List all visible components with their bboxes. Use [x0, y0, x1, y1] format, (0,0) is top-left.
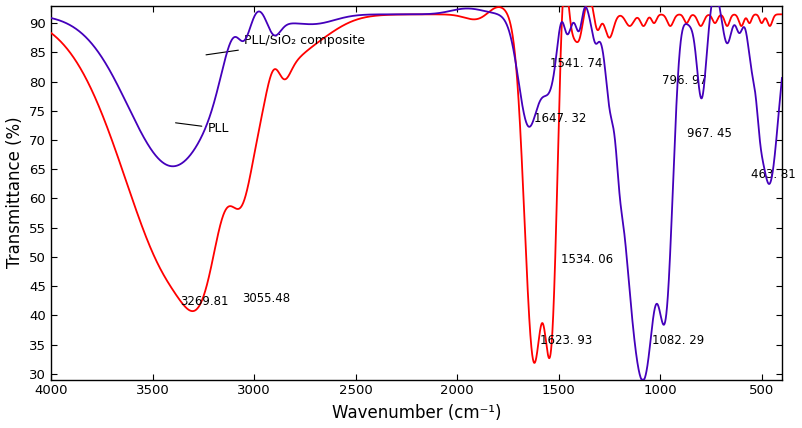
Text: 1541. 74: 1541. 74: [550, 57, 602, 70]
Text: PLL/SiO₂ composite: PLL/SiO₂ composite: [206, 34, 364, 55]
Text: 1623. 93: 1623. 93: [540, 335, 592, 348]
Text: 1534. 06: 1534. 06: [560, 253, 612, 266]
Text: PLL: PLL: [176, 122, 229, 135]
Y-axis label: Transmittance (%): Transmittance (%): [6, 117, 23, 268]
Text: 1647. 32: 1647. 32: [533, 113, 586, 125]
Text: 796. 97: 796. 97: [661, 74, 706, 87]
Text: 967. 45: 967. 45: [686, 127, 731, 140]
Text: 1082. 29: 1082. 29: [651, 335, 703, 348]
Text: 3269.81: 3269.81: [180, 295, 229, 308]
Text: 463. 81: 463. 81: [751, 168, 796, 181]
Text: 3055.48: 3055.48: [241, 292, 290, 305]
X-axis label: Wavenumber (cm⁻¹): Wavenumber (cm⁻¹): [331, 404, 500, 422]
